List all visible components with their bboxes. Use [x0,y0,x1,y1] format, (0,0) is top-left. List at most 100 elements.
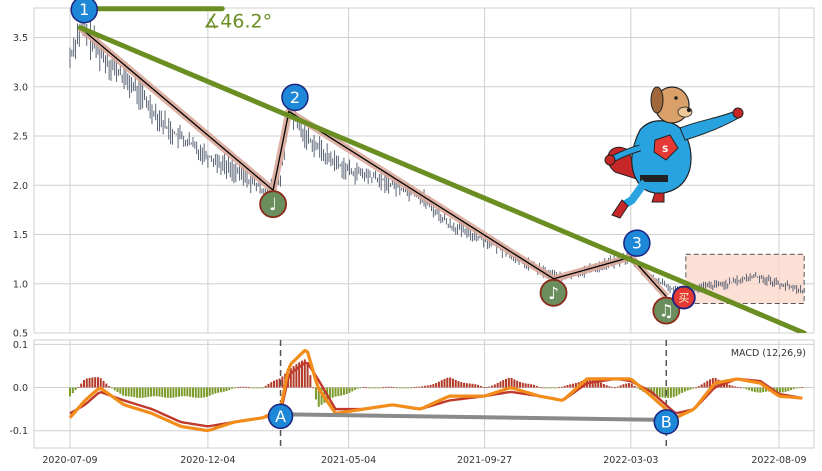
macd-hist-bar [672,387,675,398]
macd-hist-bar [309,375,312,388]
macd-hist-bar [359,387,362,389]
buy-marker-label: 买 [678,292,689,305]
macd-hist-bar [622,384,625,388]
macd-hist-bar [205,387,208,397]
macd-hist-bar [784,387,787,392]
macd-hist-bar [200,387,203,398]
macd-hist-bar [82,379,85,388]
peak-marker-circle [623,229,651,257]
macd-y-ticks: 0.1 0.0 -0.1 [9,340,28,437]
macd-hist-bar [256,387,259,389]
macd-hist-bar [203,387,206,398]
macd-hist-bar [141,387,144,398]
macd-hist-bar [530,384,533,388]
macd-hist-bar [356,387,359,389]
macd-hist-bar [354,387,357,390]
macd-hist-bar [211,387,214,395]
macd-hist-bar [689,387,692,390]
macd-hist-bar [616,386,619,388]
macd-hist-bar [477,384,480,388]
macd-hist-bar [544,387,547,389]
macd-hist-bar [264,385,267,388]
macd-hist-bar [267,383,270,388]
macd-hist-bar [628,383,631,388]
macd-hist-bar [502,380,505,388]
macd-hist-bar [74,387,77,391]
macd-hist-bar [792,387,795,390]
macd-hist-bar [440,380,443,388]
macd-hist-bar [750,387,753,392]
macd-hist-bar [703,382,706,388]
macd-hist-bar [697,386,700,388]
macd-hist-bar [328,387,331,400]
macd-hist-bar [686,387,689,391]
price-y-tick-label: 1.0 [13,279,28,290]
macd-hist-bar [239,386,242,388]
macd-hist-bar [449,377,452,388]
macd-hist-bar [756,387,759,393]
macd-hist-bar [144,387,147,398]
macd-hist-bar [801,387,804,389]
macd-hist-bar [130,387,133,397]
macd-hist-bar [387,386,390,388]
macd-hist-bar [482,387,485,388]
macd-hist-bar [630,383,633,388]
macd-hist-bar [102,380,105,388]
macd-hist-bar [306,362,309,388]
macd-hist-bar [303,359,306,388]
macd-hist-bar [605,385,608,388]
macd-hist-bar [231,387,234,389]
macd-hist-bar [155,387,158,397]
macd-hist-bar [247,387,250,389]
macd-hist-bar [700,384,703,388]
macd-hist-bar [614,387,617,389]
macd-hist-bar [116,387,119,393]
macd-hist-bar [471,383,474,388]
macd-hist-bar [683,387,686,392]
macd-hist-bar [460,382,463,388]
trough-marker-circle [652,296,681,325]
macd-hist-bar [611,386,614,388]
macd-hist-bar [535,385,538,388]
macd-hist-bar [172,387,175,398]
macd-hist-bar [401,387,404,389]
macd-hist-bar [292,366,295,388]
macd-hist-bar [348,387,351,393]
macd-hist-bar [113,387,116,391]
macd-hist-bar [468,383,471,388]
dea-line [69,361,803,428]
macd-hist-bar [415,386,418,388]
macd-hist-bar [300,360,303,388]
macd-hist-bar [446,377,449,388]
macd-hist-bar [633,386,636,388]
macd-hist-bar [692,387,695,389]
macd-hist-bar [379,387,382,389]
macd-hist-bar [138,387,141,398]
macd-marker-circle [267,403,294,430]
macd-hist-bar [281,376,284,388]
macd-hist-bar [499,381,502,388]
x-tick-label: 2020-07-09 [42,455,97,466]
macd-hist-bar [261,387,264,389]
macd-hist-bar [521,382,524,388]
macd-hist-bar [597,381,600,388]
macd-hist-bar [178,387,181,397]
macd-hist-bar [169,387,172,398]
macd-hist-bar [583,379,586,388]
macd-hist-bar [373,387,376,389]
macd-hist-bar [518,381,521,388]
macd-hist-bar [110,387,113,389]
macd-hist-bar [317,387,320,407]
macd-hist-bar [538,386,541,388]
macd-hist-bar [225,387,228,392]
price-panel: 3.5 3.0 2.5 2.0 1.5 1.0 0.5 ∡46.2° 1 2 3 ♩ ♪ ♫ 买 S [13,0,815,340]
macd-hist-bar [189,387,192,397]
macd-hist-bar [463,382,466,388]
macd-hist-bar [370,387,373,389]
macd-hist-bar [491,385,494,388]
price-y-tick-label: 1.5 [13,230,28,241]
macd-hist-bar [197,387,200,398]
macd-hist-bar [426,385,429,388]
superhero-dog-icon: S [604,86,744,219]
trough-marker-circle [259,190,288,219]
